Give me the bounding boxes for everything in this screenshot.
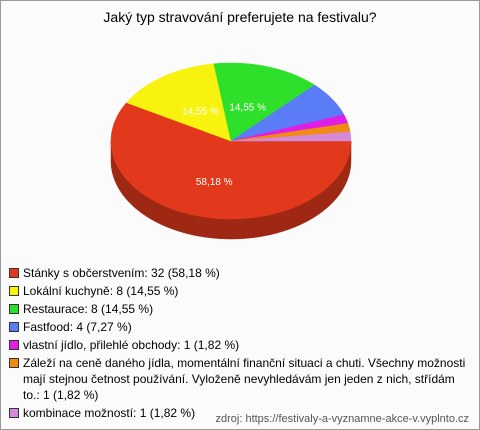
slice bbox=[213, 62, 316, 142]
legend: Stánky s občerstvením: 32 (58,18 %) Lokál… bbox=[9, 265, 471, 423]
slice bbox=[230, 84, 345, 142]
legend-item: Fastfood: 4 (7,27 %) bbox=[9, 319, 471, 335]
legend-item: Záleží na ceně daného jídla, momentální … bbox=[9, 355, 471, 403]
slice bbox=[126, 63, 232, 142]
slice-label: 58,18 % bbox=[196, 177, 233, 188]
slice bbox=[230, 114, 349, 142]
pie: 58,18 % 14,55 % 14,55 % bbox=[110, 62, 352, 240]
legend-item: Lokální kuchyně: 8 (14,55 %) bbox=[9, 283, 471, 299]
legend-item: Restaurace: 8 (14,55 %) bbox=[9, 301, 471, 317]
legend-swatch bbox=[9, 358, 19, 368]
legend-swatch bbox=[9, 268, 19, 278]
slice-label: 14,55 % bbox=[229, 102, 266, 113]
legend-label: Fastfood: 4 (7,27 %) bbox=[23, 320, 132, 334]
legend-swatch bbox=[9, 304, 19, 314]
legend-label: Lokální kuchyně: 8 (14,55 %) bbox=[23, 284, 179, 298]
slice bbox=[230, 131, 352, 142]
legend-label: kombinace možností: 1 (1,82 %) bbox=[23, 406, 196, 420]
legend-label: Stánky s občerstvením: 32 (58,18 %) bbox=[23, 266, 220, 280]
legend-item: Stánky s občerstvením: 32 (58,18 %) bbox=[9, 265, 471, 281]
legend-label: vlastní jídlo, přilehlé obchody: 1 (1,82… bbox=[23, 338, 240, 352]
source: zdroj: https://festivaly-a-vyznamne-akce… bbox=[215, 413, 470, 425]
legend-label: Záleží na ceně daného jídla, momentální … bbox=[23, 356, 466, 402]
legend-item: kombinace možností: 1 (1,82 %) bbox=[9, 405, 471, 421]
chart-title: Jaký typ stravování preferujete na festi… bbox=[103, 9, 377, 25]
legend-swatch bbox=[9, 286, 19, 296]
slice bbox=[110, 102, 352, 220]
legend-label: Restaurace: 8 (14,55 %) bbox=[23, 302, 154, 316]
legend-item: vlastní jídlo, přilehlé obchody: 1 (1,82… bbox=[9, 337, 471, 353]
slice-label: 14,55 % bbox=[182, 107, 219, 118]
legend-swatch bbox=[9, 322, 19, 332]
legend-swatch bbox=[9, 408, 19, 418]
slice bbox=[230, 123, 351, 142]
legend-swatch bbox=[9, 340, 19, 350]
